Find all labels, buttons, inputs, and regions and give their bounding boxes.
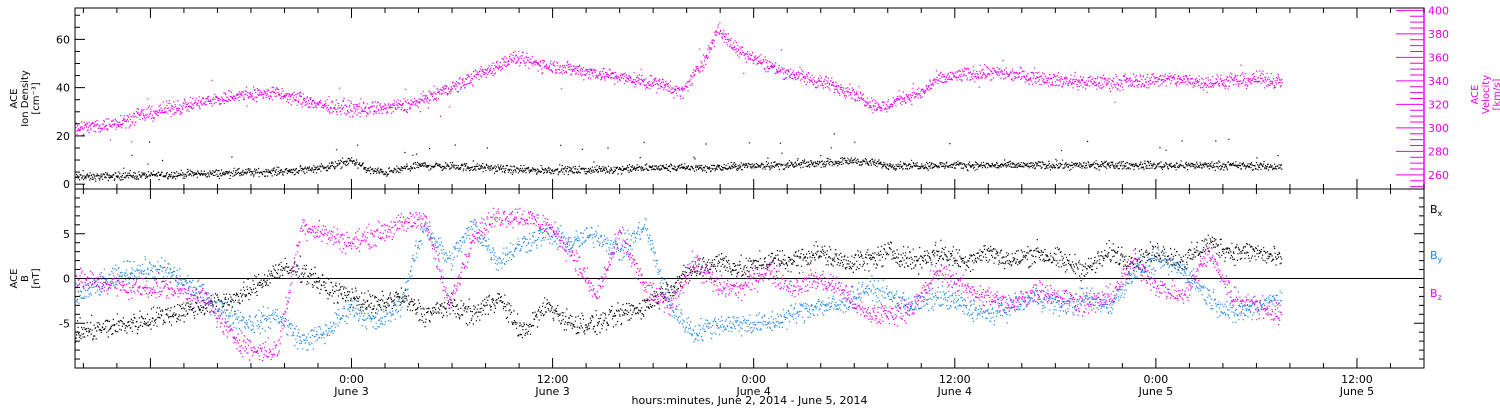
right-tick-label: 280 [1428, 145, 1449, 158]
left-tick-label: 20 [56, 130, 70, 143]
x-tick-date: June 4 [937, 385, 972, 398]
x-tick-date: June 5 [1138, 385, 1173, 398]
legend-entry-by: By [1430, 249, 1443, 264]
bfield-axis-label: ACE B [nT] [9, 268, 42, 288]
x-tick-time: 12:00 [939, 373, 971, 386]
velocity-axis-label-line: Velocity [1481, 75, 1492, 114]
right-tick-label: 400 [1428, 4, 1449, 17]
series-bx [75, 234, 1283, 343]
velocity-axis-label: ACE Velocity [km/s] [1470, 75, 1500, 114]
series-by [75, 217, 1283, 351]
left-tick-label: 60 [56, 33, 70, 46]
left-tick-label: -5 [59, 317, 70, 330]
x-tick-time: 0:00 [1144, 373, 1169, 386]
x-tick-date: June 3 [333, 385, 368, 398]
bfield-axis-label-line: B [20, 275, 31, 282]
legend-subscript: z [1438, 293, 1442, 302]
axis-labels: hours:minutes, June 2, 2014 - June 5, 20… [9, 70, 1500, 407]
plot-frame [74, 7, 1425, 369]
x-tick-time: 12:00 [537, 373, 569, 386]
legend-subscript: x [1438, 209, 1443, 218]
x-tick-date: June 3 [534, 385, 569, 398]
x-tick-time: 0:00 [339, 373, 364, 386]
right-tick-label: 360 [1428, 51, 1449, 64]
right-tick-label: 380 [1428, 28, 1449, 41]
legend-label: B [1430, 249, 1438, 262]
left-tick-label: 0 [63, 273, 70, 286]
x-tick-date: June 5 [1339, 385, 1374, 398]
legend-label: B [1430, 203, 1438, 216]
x-tick-date: June 4 [735, 385, 770, 398]
x-tick-time: 12:00 [1341, 373, 1373, 386]
density-axis-label-line: Ion Density [20, 70, 31, 127]
legend-subscript: y [1438, 255, 1443, 264]
right-tick-label: 320 [1428, 98, 1449, 111]
legend-label: B [1430, 287, 1438, 300]
density-axis-label-line: [cm⁻³] [31, 82, 42, 114]
density-axis-label: ACE Ion Density [cm⁻³] [9, 70, 42, 127]
series-ion-density [75, 133, 1283, 182]
right-tick-label: 260 [1428, 169, 1449, 182]
velocity-axis-label-line: [km/s] [1492, 78, 1500, 110]
legend-entry-bx: Bx [1430, 203, 1443, 218]
series-bz [75, 207, 1283, 362]
left-tick-label: 5 [63, 228, 70, 241]
bfield-axis-label-line: ACE [9, 269, 20, 289]
series-velocity [75, 22, 1283, 143]
bfield-axis-label-line: [nT] [31, 268, 42, 288]
top-panel-axes: 0 20 40 60 260 280 300 320 340 360 380 400 [56, 4, 1449, 191]
right-tick-label: 300 [1428, 122, 1449, 135]
x-axis-label: hours:minutes, June 2, 2014 - June 5, 20… [632, 394, 868, 407]
density-axis-label-line: ACE [9, 89, 20, 109]
legend-entry-bz: Bz [1430, 287, 1442, 302]
left-tick-label: 40 [56, 82, 70, 95]
right-tick-label: 340 [1428, 75, 1449, 88]
magnetic-field-points [75, 207, 1283, 362]
x-tick-time: 0:00 [741, 373, 766, 386]
plot-border [74, 7, 1425, 369]
density-velocity-points [75, 22, 1283, 182]
left-tick-label: 0 [63, 178, 70, 191]
velocity-axis-label-line: ACE [1470, 85, 1481, 105]
